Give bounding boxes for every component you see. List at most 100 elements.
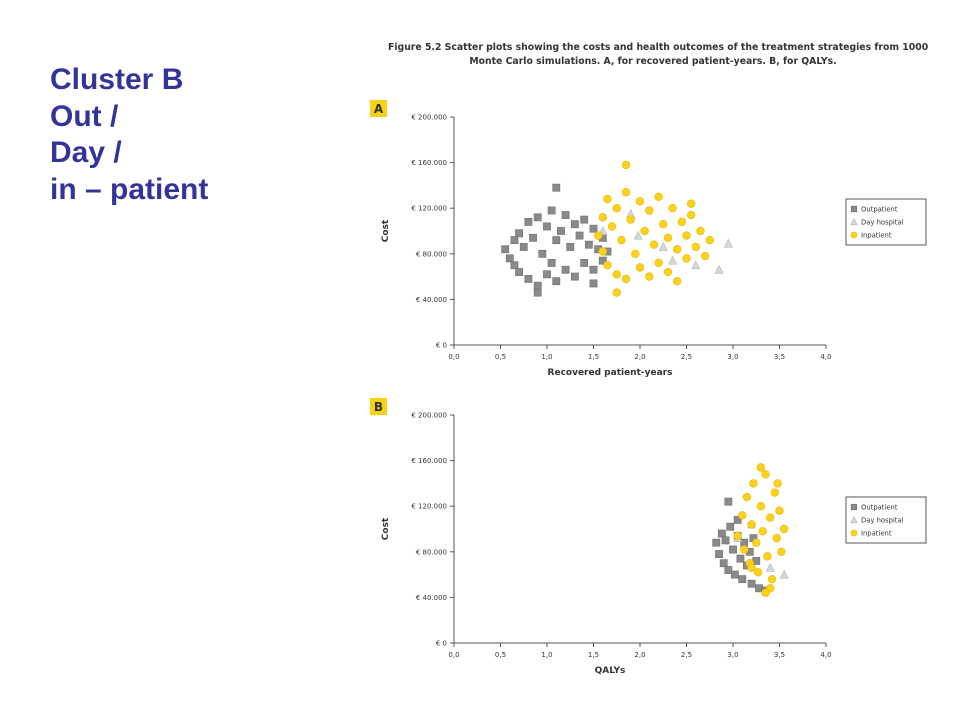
data-point-square — [533, 288, 542, 297]
data-point-circle — [686, 210, 696, 220]
y-tick-label: € 80.000 — [416, 548, 447, 556]
data-point-circle — [756, 463, 766, 472]
slide-title-line: Day / — [50, 136, 122, 169]
data-point-square — [580, 259, 589, 267]
data-point-circle — [677, 217, 687, 227]
data-point-circle — [739, 545, 749, 554]
y-tick-label: € 0 — [436, 342, 447, 350]
data-point-square — [719, 559, 728, 568]
data-point-square — [571, 272, 579, 281]
x-tick-label: 3,0 — [727, 353, 738, 361]
data-point-square — [724, 497, 733, 506]
data-point-square — [717, 529, 726, 538]
data-point-square — [726, 522, 735, 531]
panel-badge — [370, 100, 387, 117]
data-point-circle — [593, 231, 603, 240]
data-point-square — [733, 515, 742, 524]
x-tick-label: 1,0 — [541, 353, 552, 361]
panel-label: B — [374, 400, 383, 414]
series-inpatient — [733, 463, 789, 598]
legend-marker — [850, 515, 858, 524]
data-point-square — [515, 229, 523, 238]
y-tick-label: € 160.000 — [411, 159, 447, 167]
x-tick-label: 0,0 — [448, 353, 459, 361]
data-point-square — [747, 579, 756, 588]
figure-caption-line: Monte Carlo simulations. A, for recovere… — [469, 56, 837, 67]
slide-title: Cluster B Out / Day / in – patient — [50, 62, 208, 208]
data-point-circle — [761, 588, 770, 598]
data-point-square — [738, 575, 747, 584]
data-point-circle — [612, 203, 621, 213]
data-point-square — [715, 550, 723, 558]
legend: Outpatient Day hospital Inpatient — [845, 496, 927, 544]
data-point-square — [561, 211, 570, 219]
panel-badge — [370, 398, 387, 415]
data-point-circle — [747, 520, 756, 529]
data-point-circle — [673, 276, 682, 286]
data-point-circle — [654, 258, 663, 268]
data-point-square — [547, 206, 556, 215]
data-point-circle — [686, 199, 696, 208]
data-point-square — [501, 245, 510, 254]
data-point-circle — [696, 226, 705, 236]
data-point-circle — [621, 274, 631, 284]
data-point-circle — [753, 568, 763, 577]
y-tick-label: € 160.000 — [411, 457, 447, 465]
data-point-circle — [682, 231, 691, 240]
data-point-triangle — [633, 230, 643, 240]
data-point-circle — [733, 531, 742, 541]
data-point-square — [552, 236, 561, 245]
data-point-circle — [763, 552, 772, 561]
data-point-circle — [603, 261, 612, 270]
x-tick-label: 1,0 — [541, 651, 552, 659]
figure-caption-line: Figure 5.2 Scatter plots showing the cos… — [388, 42, 929, 53]
data-point-circle — [598, 247, 608, 256]
data-point-circle — [649, 240, 659, 249]
data-point-circle — [663, 233, 673, 243]
x-axis-label: Recovered patient-years — [548, 368, 673, 378]
data-point-circle — [752, 538, 761, 547]
legend-box — [845, 496, 927, 544]
data-point-square — [740, 538, 749, 547]
data-point-square — [510, 261, 519, 270]
data-point-circle — [603, 194, 612, 204]
data-point-circle — [617, 235, 626, 245]
y-tick-label: € 200.000 — [411, 114, 447, 122]
data-point-square — [557, 227, 565, 235]
data-point-circle — [691, 242, 700, 252]
data-point-square — [724, 566, 733, 574]
plot-area — [712, 463, 789, 598]
x-tick-label: 3,5 — [774, 651, 785, 659]
data-point-square — [589, 279, 598, 288]
data-point-circle — [626, 215, 635, 224]
data-point-square — [580, 215, 589, 224]
x-tick-label: 4,0 — [820, 353, 831, 361]
panel-label: A — [374, 102, 384, 116]
data-point-circle — [700, 251, 710, 261]
data-point-circle — [631, 249, 640, 259]
plot-area — [501, 160, 733, 297]
data-point-circle — [659, 219, 668, 229]
legend-label: Day hospital — [861, 517, 904, 525]
data-point-circle — [663, 267, 673, 277]
y-axis-label: Cost — [381, 219, 391, 242]
data-point-circle — [612, 270, 621, 279]
data-point-circle — [775, 506, 784, 515]
data-point-square — [533, 281, 542, 290]
series-outpatient — [501, 183, 612, 297]
data-point-square — [519, 243, 528, 251]
slide-title-line: Out / — [50, 99, 119, 133]
data-point-circle — [770, 488, 780, 497]
data-point-circle — [779, 524, 789, 534]
legend-label: Day hospital — [861, 219, 904, 227]
data-point-square — [529, 233, 537, 242]
data-point-square — [515, 268, 523, 276]
data-point-circle — [654, 192, 663, 202]
data-point-circle — [635, 197, 645, 206]
legend-label: Inpatient — [861, 530, 892, 538]
data-point-square — [589, 265, 598, 274]
data-point-triangle — [765, 562, 775, 572]
data-point-square — [571, 220, 579, 229]
legend: Outpatient Day hospital Inpatient — [845, 198, 927, 246]
data-point-circle — [766, 513, 775, 522]
